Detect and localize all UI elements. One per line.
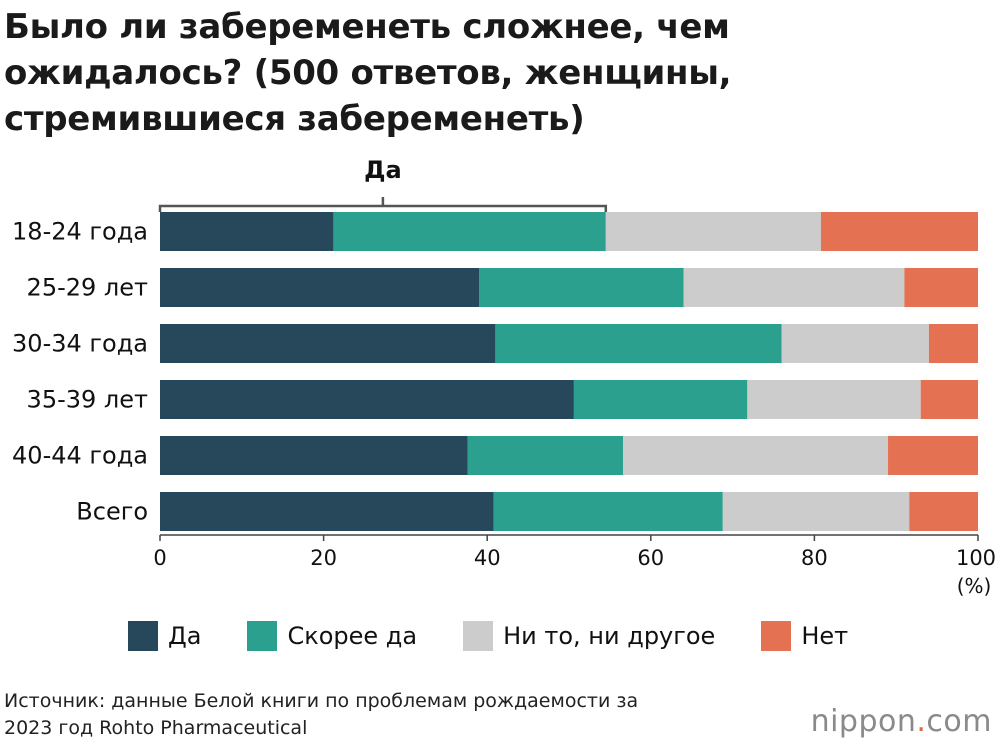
- legend-item-rather-yes: Скорее да: [247, 621, 417, 651]
- bar-segment-rather-yes: [495, 324, 782, 363]
- bracket-yes: [158, 197, 608, 212]
- logo-text-main: nippon: [810, 704, 917, 739]
- legend-item-neither: Ни то, ни другое: [463, 621, 715, 651]
- source-note: Источник: данные Белой книги по проблема…: [4, 688, 744, 742]
- bar-segment-neither: [747, 380, 921, 419]
- bar-segment-neither: [622, 436, 889, 475]
- category-label: Всего: [76, 498, 148, 526]
- bar-segment-neither: [683, 268, 905, 307]
- bar-segment-yes: [160, 492, 494, 531]
- legend-label-yes: Да: [168, 622, 202, 650]
- source-line-1: Источник: данные Белой книги по проблема…: [4, 690, 639, 712]
- bar-segment-rather-yes: [479, 268, 684, 307]
- x-tick-label: 80: [801, 546, 828, 570]
- bar-segment-no: [909, 492, 978, 531]
- category-label: 18-24 года: [12, 218, 148, 246]
- category-label: 35-39 лет: [27, 386, 148, 414]
- bar-segment-neither: [781, 324, 929, 363]
- bar-segment-yes: [160, 380, 574, 419]
- bar-segment-yes: [160, 324, 496, 363]
- bar-segment-no: [820, 212, 978, 251]
- bar-segment-no: [888, 436, 978, 475]
- nippon-logo: nippon.com: [811, 704, 992, 739]
- legend-swatch-rather-yes: [247, 621, 278, 651]
- chart-title-line-3: стремившиеся забеременеть): [4, 99, 585, 139]
- legend-swatch-neither: [463, 621, 494, 651]
- legend-item-no: Нет: [761, 621, 848, 651]
- source-line-2: 2023 год Rohto Pharmaceutical: [4, 717, 308, 739]
- x-tick-label: 40: [474, 546, 501, 570]
- bar-segment-yes: [160, 436, 468, 475]
- stacked-bar-chart: Да 18-24 года 25-29 лет 30-34 года 35-39 лет…: [12, 156, 996, 598]
- chart-title: Было ли забеременеть сложнее, чем ожидал…: [4, 4, 984, 142]
- bar-segment-no: [920, 380, 978, 419]
- legend-item-yes: Да: [128, 621, 201, 651]
- x-tick-label: 20: [310, 546, 337, 570]
- chart-title-line-1: Было ли забеременеть сложнее, чем: [4, 7, 730, 47]
- category-label: 40-44 года: [12, 442, 148, 470]
- x-tick-label: 100: [956, 546, 996, 570]
- bar-segment-yes: [160, 268, 480, 307]
- chart-title-line-2: ожидалось? (500 ответов, женщины,: [4, 53, 732, 93]
- legend-swatch-no: [761, 621, 792, 651]
- x-tick-label: 60: [637, 546, 664, 570]
- legend-label-rather-yes: Скорее да: [287, 622, 418, 650]
- bar-segment-neither: [722, 492, 910, 531]
- category-label: 30-34 года: [12, 330, 148, 358]
- legend-swatch-yes: [128, 621, 158, 651]
- legend-label-neither: Ни то, ни другое: [503, 622, 716, 650]
- bar-segment-yes: [160, 212, 334, 251]
- bar-segment-rather-yes: [573, 380, 748, 419]
- bar-segment-no: [928, 324, 978, 363]
- chart-legend: Да Скорее да Ни то, ни другое Нет: [128, 620, 894, 652]
- bar-segment-rather-yes: [333, 212, 606, 251]
- bracket-label: Да: [364, 156, 402, 184]
- logo-text-tail: com: [926, 704, 992, 739]
- bar-segment-neither: [605, 212, 821, 251]
- category-label: 25-29 лет: [27, 274, 148, 302]
- bar-segment-no: [904, 268, 978, 307]
- bar-segment-rather-yes: [493, 492, 723, 531]
- bar-segment-rather-yes: [467, 436, 623, 475]
- legend-label-no: Нет: [801, 622, 849, 650]
- logo-dot: .: [916, 704, 927, 739]
- x-tick-label: 0: [153, 546, 166, 570]
- x-unit-label: (%): [957, 574, 992, 598]
